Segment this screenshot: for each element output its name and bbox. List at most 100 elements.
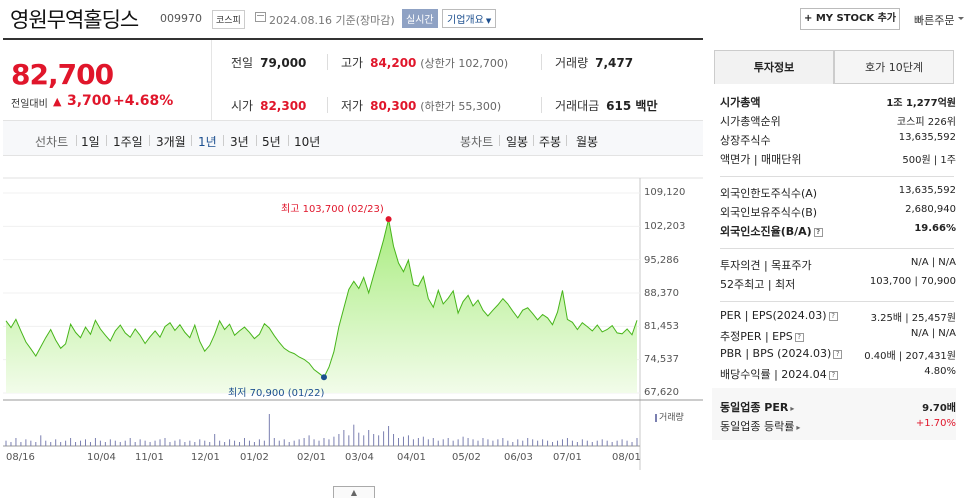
info-key: 시가총액 bbox=[720, 96, 761, 109]
stat-value: 84,200 bbox=[370, 56, 417, 70]
info-key-text: PER | EPS(2024.03) bbox=[720, 309, 827, 322]
help-icon[interactable]: ? bbox=[833, 349, 843, 359]
company-info-dropdown[interactable]: 기업개요 ▼ bbox=[442, 9, 497, 28]
volume-bar bbox=[199, 439, 201, 446]
volume-bar bbox=[288, 442, 290, 446]
period-10y[interactable]: 10년 bbox=[294, 135, 321, 149]
period-3m[interactable]: 3개월 bbox=[156, 135, 186, 149]
volume-bar bbox=[164, 438, 166, 446]
volume-bar bbox=[388, 426, 390, 446]
y-tick: 95,286 bbox=[644, 255, 679, 266]
x-tick: 07/01 bbox=[553, 452, 582, 463]
help-icon[interactable]: ? bbox=[794, 332, 804, 342]
stat-prev: 전일 79,000 bbox=[231, 54, 306, 71]
divider bbox=[223, 135, 224, 146]
info-key: 추정PER | EPS? bbox=[720, 328, 804, 344]
info-key-text: PBR | BPS (2024.03) bbox=[720, 347, 832, 360]
volume-bar bbox=[542, 439, 544, 446]
info-row-shares: 상장주식수 13,635,592 bbox=[720, 132, 956, 150]
volume-bar bbox=[477, 440, 479, 446]
current-price: 82,700 bbox=[11, 58, 114, 91]
volume-bar bbox=[522, 440, 524, 446]
volume-bar bbox=[586, 440, 588, 446]
divider bbox=[327, 54, 328, 70]
period-1d[interactable]: 1일 bbox=[81, 135, 100, 149]
volume-bar bbox=[139, 439, 141, 446]
volume-bar bbox=[15, 438, 17, 446]
volume-bar bbox=[497, 439, 499, 446]
tab-investment-info[interactable]: 투자정보 bbox=[714, 50, 834, 84]
stat-label: 저가 bbox=[341, 99, 364, 113]
realtime-button[interactable]: 실시간 bbox=[402, 9, 438, 28]
x-tick: 08/01 bbox=[612, 452, 641, 463]
price-chart[interactable] bbox=[0, 0, 705, 500]
divider bbox=[533, 135, 534, 146]
info-value: 103,700 | 70,900 bbox=[869, 276, 956, 287]
candle-daily[interactable]: 일봉 bbox=[506, 135, 529, 149]
candle-weekly[interactable]: 주봉 bbox=[539, 135, 562, 149]
volume-bar bbox=[442, 439, 444, 446]
my-stock-add-button[interactable]: + MY STOCK 추가 bbox=[800, 8, 900, 30]
divider bbox=[720, 301, 954, 302]
volume-bar bbox=[487, 439, 489, 446]
volume-bar bbox=[149, 442, 151, 446]
volume-bar bbox=[313, 439, 315, 446]
stat-low: 저가 80,300 (하한가 55,300) bbox=[341, 97, 501, 114]
volume-bar bbox=[363, 435, 365, 446]
tab-order-book[interactable]: 호가 10단계 bbox=[834, 50, 954, 84]
period-bar: 선차트 1일 1주일 3개월 1년 3년 5년 10년 봉차트 일봉 주봉 월봉 bbox=[3, 120, 703, 156]
y-tick: 81,453 bbox=[644, 321, 679, 332]
volume-bar bbox=[129, 438, 131, 446]
info-key: 액면가 | 매매단위 bbox=[720, 153, 802, 166]
period-1y[interactable]: 1년 bbox=[198, 135, 217, 149]
volume-bar bbox=[253, 442, 255, 446]
volume-bar bbox=[204, 440, 206, 446]
volume-bar bbox=[616, 440, 618, 446]
volume-bar bbox=[154, 440, 156, 446]
period-3y[interactable]: 3년 bbox=[230, 135, 249, 149]
period-1w[interactable]: 1주일 bbox=[113, 135, 143, 149]
volume-bar bbox=[437, 440, 439, 446]
volume-bar bbox=[30, 440, 32, 446]
volume-bar bbox=[323, 438, 325, 446]
x-tick: 08/16 bbox=[6, 452, 35, 463]
low-marker bbox=[320, 374, 327, 381]
price-change: 3,700 bbox=[67, 93, 112, 109]
volume-bar bbox=[452, 440, 454, 446]
stat-high: 고가 84,200 (상한가 102,700) bbox=[341, 54, 508, 71]
info-value: N/A | N/A bbox=[910, 257, 956, 268]
volume-bar bbox=[373, 434, 375, 446]
info-row-sector-change[interactable]: 동일업종 등락률 ▸ +1.70% bbox=[720, 418, 956, 436]
x-tick: 12/01 bbox=[191, 452, 220, 463]
volume-bar bbox=[70, 438, 72, 446]
stat-value: 79,000 bbox=[260, 56, 307, 70]
info-row-rank: 시가총액순위 코스피 226위 bbox=[720, 113, 956, 131]
volume-bar bbox=[512, 442, 514, 446]
period-5y[interactable]: 5년 bbox=[262, 135, 281, 149]
info-row-sector-per[interactable]: 동일업종 PER ▸ 9.70배 bbox=[720, 399, 956, 417]
volume-bar bbox=[328, 439, 330, 446]
info-row-est-per: 추정PER | EPS? N/A | N/A bbox=[720, 328, 956, 346]
help-icon[interactable]: ? bbox=[828, 370, 838, 380]
volume-bar bbox=[298, 439, 300, 446]
info-row-pbr: PBR | BPS (2024.03)? 0.40배 | 207,431원 bbox=[720, 347, 956, 365]
high-marker bbox=[385, 216, 392, 223]
info-key: 동일업종 PER ▸ bbox=[720, 399, 794, 415]
volume-bar bbox=[631, 442, 633, 446]
help-icon[interactable]: ? bbox=[828, 311, 838, 321]
divider bbox=[106, 135, 107, 146]
volume-bar bbox=[65, 440, 67, 446]
x-tick: 02/01 bbox=[297, 452, 326, 463]
volume-bar bbox=[5, 440, 7, 446]
quick-order-button[interactable]: 빠른주문 bbox=[914, 14, 966, 27]
expand-chart-button[interactable]: ▲ bbox=[333, 486, 375, 498]
candle-monthly[interactable]: 월봉 bbox=[576, 135, 599, 149]
volume-bar bbox=[571, 440, 573, 446]
volume-bar bbox=[229, 439, 231, 446]
volume-bar bbox=[626, 440, 628, 446]
volume-bar bbox=[596, 440, 598, 446]
volume-bar bbox=[462, 436, 464, 446]
volume-bar bbox=[552, 442, 554, 446]
help-icon[interactable]: ? bbox=[813, 227, 823, 237]
candle-chart-label: 봉차트 bbox=[460, 135, 494, 149]
